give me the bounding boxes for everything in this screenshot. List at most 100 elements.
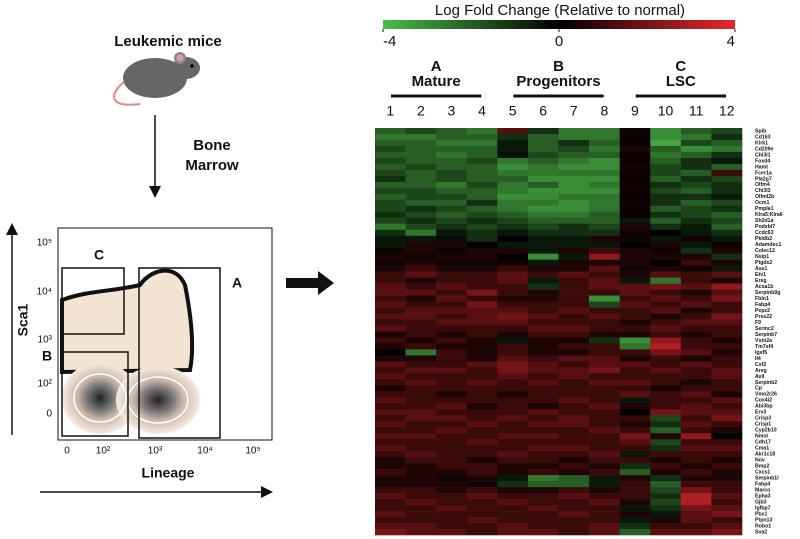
row-label: Il4	[755, 356, 761, 362]
cell	[589, 223, 620, 231]
cell	[436, 229, 468, 237]
cell	[497, 487, 529, 494]
cell	[436, 163, 468, 171]
cell	[527, 277, 559, 284]
cell	[497, 157, 529, 165]
cell	[619, 271, 651, 278]
cell	[436, 349, 468, 356]
cell	[497, 283, 529, 290]
cell	[650, 343, 682, 350]
cell	[650, 385, 682, 392]
cell	[527, 523, 559, 530]
cell	[680, 397, 712, 404]
cell	[589, 433, 620, 440]
cell	[680, 247, 712, 254]
cell	[527, 295, 559, 302]
cell	[558, 181, 590, 189]
cell	[375, 289, 406, 296]
cell	[589, 445, 620, 452]
cell	[436, 259, 468, 266]
cell	[405, 295, 437, 302]
cell	[497, 277, 529, 284]
cell	[375, 517, 406, 524]
cell	[466, 337, 498, 344]
cell	[497, 253, 529, 260]
cell	[680, 505, 712, 512]
row-label: Nov	[755, 458, 765, 464]
cell	[589, 337, 620, 344]
cell	[466, 253, 498, 260]
cell	[375, 511, 406, 518]
column-label: 3	[448, 103, 456, 119]
cell	[711, 128, 743, 135]
cell	[466, 409, 498, 416]
cell	[527, 289, 559, 296]
cell	[711, 265, 743, 272]
cell	[589, 193, 620, 201]
cell	[527, 139, 559, 147]
cell	[375, 307, 406, 314]
cell	[466, 265, 498, 272]
group-name: LSC	[666, 73, 696, 90]
cell	[558, 403, 590, 410]
cell	[589, 505, 620, 512]
cell	[466, 355, 498, 362]
cell	[527, 128, 559, 135]
cell	[589, 289, 620, 296]
cell	[619, 421, 651, 428]
cell	[558, 139, 590, 147]
cell	[466, 157, 498, 165]
cell	[711, 199, 743, 207]
cell	[680, 223, 712, 231]
cell	[527, 331, 559, 338]
cell	[375, 331, 406, 338]
cell	[558, 337, 590, 344]
cell	[680, 349, 712, 356]
cell	[405, 181, 437, 189]
row-label: Ass1	[755, 266, 768, 272]
cell	[405, 128, 437, 135]
group-letter: B	[553, 58, 564, 75]
cell	[405, 193, 437, 201]
cell	[711, 349, 743, 356]
cell	[375, 265, 406, 272]
cell	[558, 379, 590, 386]
cell	[558, 469, 590, 476]
cell	[650, 205, 682, 213]
cell	[436, 241, 468, 249]
cell	[527, 427, 559, 434]
column-label: 5	[509, 103, 517, 119]
cell	[466, 499, 498, 506]
row-label: Foxd4	[755, 158, 770, 164]
cell	[589, 331, 620, 338]
row-label: Tm7sf4	[755, 344, 773, 350]
gate-label: B	[42, 348, 52, 364]
cell	[405, 397, 437, 404]
cell	[711, 427, 743, 434]
cell	[558, 331, 590, 338]
cell	[650, 271, 682, 278]
cell	[405, 223, 437, 231]
cell	[619, 181, 651, 189]
gate-label: A	[232, 275, 242, 291]
cell	[558, 253, 590, 260]
cell	[405, 511, 437, 518]
cell	[527, 403, 559, 410]
cell	[589, 409, 620, 416]
column-label: 9	[631, 103, 639, 119]
cell	[619, 253, 651, 260]
cell	[619, 301, 651, 308]
cell	[680, 451, 712, 458]
cell	[436, 409, 468, 416]
cell	[497, 451, 529, 458]
cell	[527, 211, 559, 219]
cell	[497, 133, 529, 141]
big-arrow	[286, 271, 334, 295]
x-tick-label: 0	[64, 446, 70, 457]
cell	[711, 205, 743, 213]
cell	[466, 133, 498, 141]
row-label: Sva2	[755, 529, 767, 535]
cell	[375, 499, 406, 506]
cell	[527, 175, 559, 183]
cell	[436, 403, 468, 410]
